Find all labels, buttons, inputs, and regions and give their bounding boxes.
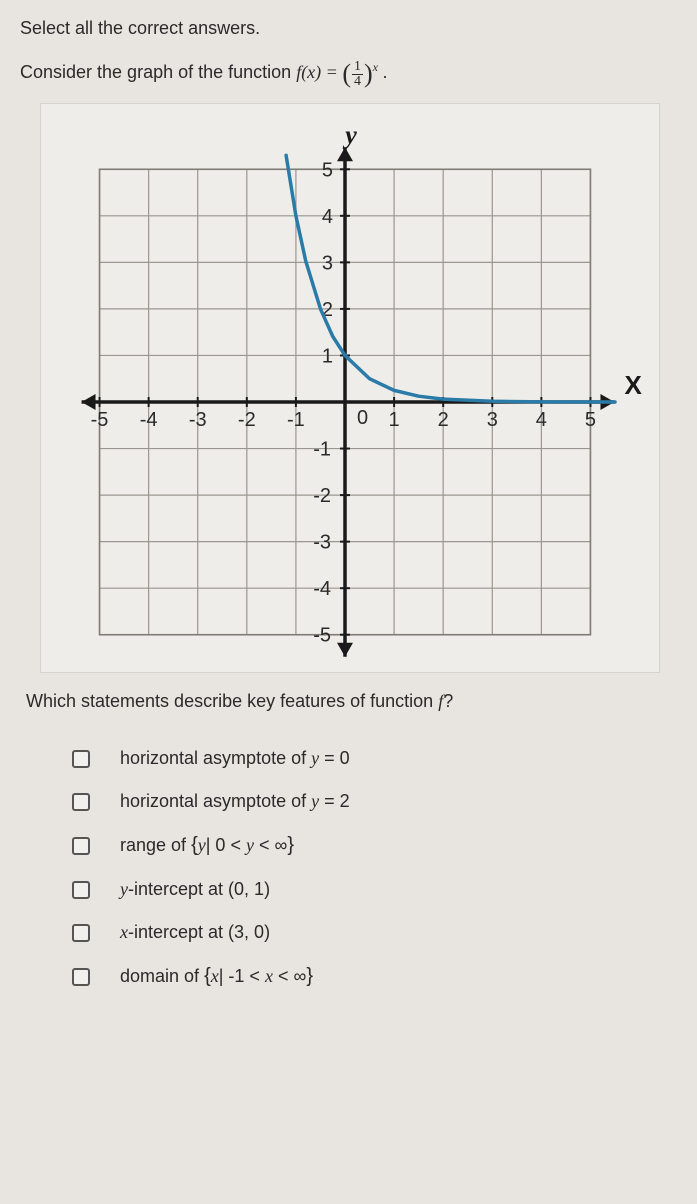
choice-list: horizontal asymptote of y = 0 horizontal … [72,748,677,988]
checkbox[interactable] [72,793,90,811]
svg-text:-3: -3 [189,409,207,431]
svg-text:y: y [342,120,357,149]
svg-text:3: 3 [487,409,498,431]
choice-row: domain of {x| -1 < x < ∞} [72,965,677,988]
choice-row: horizontal asymptote of y = 2 [72,791,677,812]
svg-text:2: 2 [438,409,449,431]
prompt-text: Consider the graph of the function f(x) … [20,59,677,89]
prompt-eq: = [326,62,343,82]
checkbox[interactable] [72,968,90,986]
graph-container: -5-4-3-2-112345-5-4-3-2-1123450yX [40,103,660,673]
svg-text:5: 5 [322,159,333,181]
svg-text:-2: -2 [313,485,331,507]
graph-svg: -5-4-3-2-112345-5-4-3-2-1123450yX [45,110,655,670]
svg-text:-1: -1 [313,439,331,461]
checkbox[interactable] [72,881,90,899]
choice-label: horizontal asymptote of y = 2 [120,791,350,812]
checkbox[interactable] [72,924,90,942]
choice-label: domain of {x| -1 < x < ∞} [120,965,313,988]
svg-text:1: 1 [322,345,333,367]
prompt-lhs: f(x) [296,62,321,82]
checkbox[interactable] [72,750,90,768]
prompt-suffix: . [383,62,388,82]
svg-text:-4: -4 [313,578,331,600]
svg-text:4: 4 [322,206,333,228]
svg-text:-5: -5 [91,409,109,431]
svg-text:-5: -5 [313,625,331,647]
choice-row: x-intercept at (3, 0) [72,922,677,943]
question-suffix: ? [443,691,453,711]
exponent: x [373,60,378,74]
svg-text:1: 1 [389,409,400,431]
choice-row: horizontal asymptote of y = 0 [72,748,677,769]
question-text: Which statements describe key features o… [26,691,677,712]
svg-text:-1: -1 [287,409,305,431]
svg-text:5: 5 [585,409,596,431]
checkbox[interactable] [72,837,90,855]
question-prefix: Which statements describe key features o… [26,691,438,711]
fraction-num: 1 [352,60,363,75]
prompt-prefix: Consider the graph of the function [20,62,296,82]
choice-label: y-intercept at (0, 1) [120,879,270,900]
prompt-function: f(x) = (14)x [296,62,382,82]
svg-text:X: X [624,370,642,400]
fraction-den: 4 [352,75,363,89]
svg-text:-3: -3 [313,532,331,554]
choice-label: x-intercept at (3, 0) [120,922,270,943]
fraction: 14 [352,60,363,89]
choice-label: range of {y| 0 < y < ∞} [120,834,294,857]
svg-text:-4: -4 [140,409,158,431]
choice-label: horizontal asymptote of y = 0 [120,748,350,769]
svg-text:-2: -2 [238,409,256,431]
svg-text:4: 4 [536,409,547,431]
lparen: ( [342,59,351,88]
rparen: ) [364,59,373,88]
instruction-text: Select all the correct answers. [20,18,677,39]
choice-row: range of {y| 0 < y < ∞} [72,834,677,857]
svg-text:0: 0 [357,407,368,429]
choice-row: y-intercept at (0, 1) [72,879,677,900]
svg-text:3: 3 [322,252,333,274]
